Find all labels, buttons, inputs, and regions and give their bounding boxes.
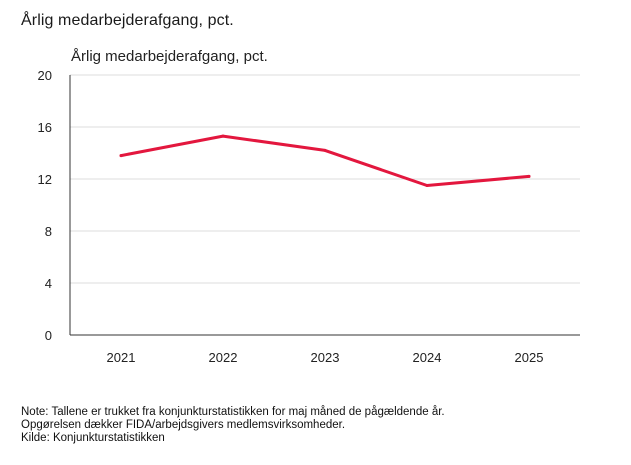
note-line-2: Opgørelsen dækker FIDA/arbejdsgivers med…: [21, 419, 346, 431]
x-tick-label: 2024: [413, 350, 442, 365]
x-tick-label: 2022: [209, 350, 238, 365]
x-tick-labels: 2021 2022 2023 2024 2025: [107, 350, 544, 365]
x-tick-label: 2021: [107, 350, 136, 365]
y-tick-label: 8: [45, 224, 52, 239]
notes: Note: Tallene er trukket fra konjunkturs…: [21, 406, 445, 445]
y-tick-label: 16: [38, 120, 52, 135]
figure-title: Årlig medarbejderafgang, pct.: [21, 12, 234, 29]
line-chart: Årlig medarbejderafgang, pct. 048121620 …: [38, 48, 580, 365]
data-point-2025: [527, 174, 531, 178]
data-point-2022: [221, 134, 225, 138]
y-tick-labels: 0 4 8 12 16 20: [38, 68, 52, 343]
series: [119, 134, 531, 187]
x-tick-label: 2023: [311, 350, 340, 365]
x-tick-label: 2025: [515, 350, 544, 365]
y-tick-label: 12: [38, 172, 52, 187]
note-line-1: Note: Tallene er trukket fra konjunkturs…: [21, 406, 445, 418]
data-point-2023: [323, 148, 327, 152]
data-point-2024: [425, 184, 429, 187]
y-tick-label: 4: [45, 276, 52, 291]
y-tick-label: 0: [45, 328, 52, 343]
y-tick-label: 20: [38, 68, 52, 83]
series-line: [119, 134, 531, 187]
data-point-2021: [119, 154, 123, 158]
chart-title: Årlig medarbejderafgang, pct.: [71, 48, 268, 65]
source-line: Kilde: Konjunkturstatistikken: [21, 432, 165, 444]
axes: [69, 75, 580, 336]
